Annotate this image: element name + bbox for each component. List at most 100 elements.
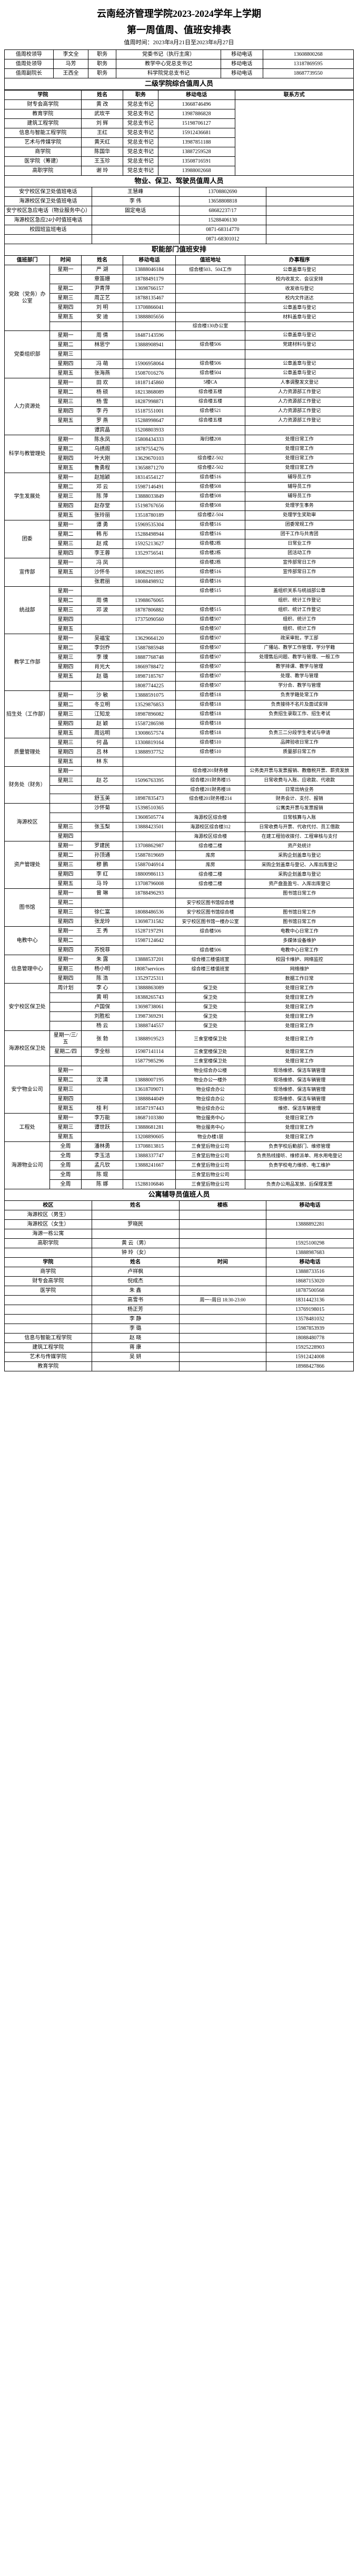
cell: 15198767656 xyxy=(123,501,175,510)
table-row: 星期三 张玉梨 13888423501 海源校区综合楼312 日常收费与开票、代… xyxy=(5,823,354,832)
cell: 库房 xyxy=(175,860,245,870)
col-header: 办事程序 xyxy=(245,256,354,265)
cell: 星期四 xyxy=(50,832,82,841)
cell xyxy=(81,1132,123,1142)
table-row: 星期二 孙顶通 15887819669 库房 采购企划盖章与登记 xyxy=(5,851,354,860)
cell: 团委常规工作 xyxy=(245,520,354,529)
cell: 处理日常工作 xyxy=(245,1114,354,1123)
cell: 13529725311 xyxy=(123,974,175,984)
cell: 星期五 xyxy=(50,879,82,889)
cell: 星期三 xyxy=(50,397,82,406)
col-header: 学院 xyxy=(5,1258,92,1267)
cell: 星期四 xyxy=(50,501,82,510)
cell xyxy=(123,898,175,908)
cell: 15208803933 xyxy=(123,425,175,435)
cell: 处理日常工作 xyxy=(245,1057,354,1066)
cell: 星期五 xyxy=(50,624,82,634)
leaders-table: 值周校领导 李文全 职务 党委书记（执行主席） 移动电话 13608800268… xyxy=(4,49,354,90)
cell: 物业服务中心 xyxy=(175,1123,245,1132)
cell: 校内文件送达 xyxy=(245,294,354,303)
cell: 品牌验收日常工作 xyxy=(245,738,354,747)
cell: 宣传部常日工作 xyxy=(245,567,354,577)
cell xyxy=(50,804,82,813)
cell: 职务 xyxy=(88,69,116,78)
section-header-row: 公寓辅导员值班人员 xyxy=(5,1189,354,1201)
table-row: 星期五 鲁勇程 13658871270 综合楼Z-502 处理日常工作 xyxy=(5,463,354,473)
table-row: 全周 陈 琨 三食堂后物业公司 xyxy=(5,1170,354,1180)
cell: 艺术与传媒学院 xyxy=(5,1352,92,1362)
col-header: 值班部门 xyxy=(5,256,50,265)
cell: 党总支书记 xyxy=(123,109,158,119)
cell xyxy=(123,624,175,634)
cell xyxy=(50,785,82,794)
cell: 星期二 xyxy=(50,700,82,709)
table-row: 全周 孟凡钦 13888241667 三食堂后物业公司 负责学校电力维修、电工维… xyxy=(5,1161,354,1170)
cell: 15887046914 xyxy=(123,860,175,870)
cell: 星期五 xyxy=(50,463,82,473)
cell: 星期四 xyxy=(50,406,82,416)
cell: 处理、教学与管理 xyxy=(245,671,354,681)
table-row: 团委星期一 谭 勇 15969535304 综合楼516 团委常规工作 xyxy=(5,520,354,529)
cell: 罗晓民 xyxy=(92,1220,179,1229)
cell: 广播站、教学工作管理，学分学籍 xyxy=(245,643,354,653)
cell: 13888423501 xyxy=(123,823,175,832)
cell: 保卫处 xyxy=(175,993,245,1003)
cell: 张海燕 xyxy=(81,368,123,378)
cell: 李 红 xyxy=(81,870,123,879)
cell: 综合楼506 xyxy=(175,340,245,349)
cell: 团干工作与共青团 xyxy=(245,529,354,539)
cell: 教育学院 xyxy=(5,1362,92,1371)
cell xyxy=(179,1239,266,1248)
cell xyxy=(266,1210,354,1220)
cell xyxy=(50,794,82,804)
cell: 现场维修、保洁车辆管理 xyxy=(245,1076,354,1085)
table-row: 安宁校区保卫处值班电话 王慧峰 13708802690 xyxy=(5,187,354,197)
cell: 组织、统计工作登记 xyxy=(245,605,354,615)
cell: 星期二 xyxy=(50,851,82,860)
table-row: 信息与智能工程学院 赵 晓 18088480778 xyxy=(5,1334,354,1343)
dept-cell: 海源校区 xyxy=(5,804,50,841)
cell: 综合楼516 xyxy=(175,577,245,586)
cell: 采购企划盖章与登记 xyxy=(245,851,354,860)
cell xyxy=(266,235,354,244)
cell: 建筑工程学院 xyxy=(5,119,82,128)
cell xyxy=(245,577,354,586)
cell xyxy=(123,558,175,567)
cell: 综合楼506 xyxy=(175,927,245,936)
cell: 18314423136 xyxy=(266,1296,354,1305)
cell: 杨 硕 xyxy=(81,387,123,397)
cell: 物业综合办公楼 xyxy=(175,1066,245,1076)
cell: 处理学生奖助审 xyxy=(245,510,354,520)
cell: 黄天红 xyxy=(81,138,123,147)
cell xyxy=(175,275,245,284)
dept-cell: 安宁物业公司 xyxy=(5,1066,50,1114)
table-row: 海源校区保卫处值班电话 李 伟 13658808818 xyxy=(5,197,354,206)
logistics-table: 物业、保卫、驾驶员值周人员 安宁校区保卫处值班电话 王慧峰 1370880269… xyxy=(4,175,354,244)
cell: 综合楼506 xyxy=(175,946,245,955)
cell: 星期四 xyxy=(50,662,82,671)
cell: 谭 勇 xyxy=(81,520,123,529)
cell: 海源校区（女生） xyxy=(5,1220,92,1229)
cell: 15288498944 xyxy=(123,529,175,539)
cell xyxy=(179,1286,266,1296)
cell: 13888919523 xyxy=(123,1031,175,1047)
table-row: 安宁校区保卫处周计划 李 心 13888863089 保卫处 处理日常工作 xyxy=(5,984,354,993)
cell: 综合楼507 xyxy=(175,653,245,662)
cell: 高雪书 xyxy=(92,1296,179,1305)
cell: 18082921895 xyxy=(123,567,175,577)
cell: 15912436681 xyxy=(158,128,235,138)
cell: 日常出纳业务 xyxy=(245,785,354,794)
cell: 党建材料与登记 xyxy=(245,340,354,349)
cell xyxy=(92,235,179,244)
cell: 移动电话 xyxy=(221,69,263,78)
cell: 冬立明 xyxy=(81,700,123,709)
cell: 星期四 xyxy=(50,548,82,558)
table-row: 艺术与传媒学院 吴 妍 15912424008 xyxy=(5,1352,354,1362)
cell: 18788135467 xyxy=(123,294,175,303)
cell: 星期三 xyxy=(50,965,82,974)
table-row: 星期二 乌绣阁 18787554276 处理日常工作 xyxy=(5,444,354,454)
cell: 13608505774 xyxy=(123,813,175,823)
cell: 校内收发文、会议安排 xyxy=(245,275,354,284)
cell: 李 璞 xyxy=(81,653,123,662)
cell: 综合楼516 xyxy=(175,567,245,577)
